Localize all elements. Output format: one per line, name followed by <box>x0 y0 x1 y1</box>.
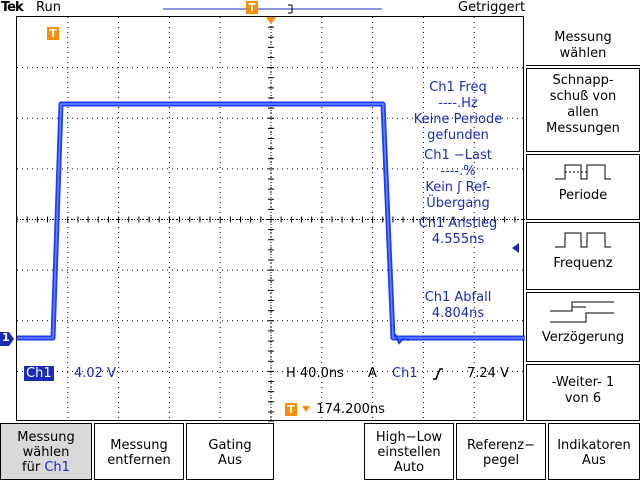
trigger-status: Getriggert <box>458 0 526 15</box>
measurement-fall-time: Ch1 Abfall 4.804ns <box>424 290 492 321</box>
channel-label: Ch1 <box>24 366 54 381</box>
rising-edge-icon <box>433 368 443 380</box>
measurement-negative-duty: Ch1 −Last ----.% Kein ʃ Ref-Übergang <box>424 148 492 211</box>
graticule <box>17 17 525 422</box>
remove-measurement-button[interactable]: Messung entfernen <box>94 423 184 480</box>
trigger-level: 7.24 V <box>467 366 509 381</box>
trigger-point-arrow <box>266 17 276 24</box>
reference-level-button[interactable]: Referenz− pegel <box>456 423 546 480</box>
brand-logo: Tek <box>1 0 24 15</box>
high-low-button[interactable]: High−Low einstellen Auto <box>364 423 454 480</box>
record-position-indicator <box>163 4 382 14</box>
frequency-button[interactable]: Frequenz <box>526 222 640 290</box>
trigger-offset-readout: T 174.200ns <box>285 398 385 417</box>
trigger-offset-marker: T <box>285 403 297 416</box>
record-trigger-marker: T <box>246 1 258 14</box>
bottom-menu: Messung wählen für Ch1 Messung entfernen… <box>0 421 640 480</box>
measurement-rise-time: Ch1 Anstieg 4.555ns <box>418 216 498 247</box>
horizontal-scale: H 40.0ns <box>286 366 344 381</box>
run-status: Run <box>36 0 61 15</box>
delay-icon <box>550 301 614 323</box>
measurement-frequency: Ch1 Freq ----.Hz Keine Periode gefunden <box>413 80 503 143</box>
trigger-channel: Ch1 <box>392 366 418 381</box>
period-icon <box>555 164 611 180</box>
status-bar: Tek Run T Getriggert <box>0 0 640 16</box>
waveform-trace-highlight <box>17 103 525 339</box>
frequency-icon <box>555 232 611 248</box>
delay-button[interactable]: Verzögerung <box>526 292 640 362</box>
waveform-ringing <box>394 333 410 345</box>
side-menu: Messung wählen Schnapp-schuß von allen M… <box>526 16 640 421</box>
offset-arrow-icon <box>302 406 311 412</box>
trigger-position-marker: T <box>47 27 59 40</box>
snapshot-all-button[interactable]: Schnapp-schuß von allen Messungen <box>526 68 640 152</box>
channel-scale: 4.02 V <box>74 366 116 381</box>
waveform-display <box>16 16 525 422</box>
select-measurement-button[interactable]: Messung wählen für Ch1 <box>0 423 92 480</box>
side-menu-title: Messung wählen <box>526 16 640 66</box>
more-button[interactable]: -Weiter- 1 von 6 <box>526 364 640 421</box>
trigger-level-arrow <box>512 243 519 253</box>
trigger-mode: A <box>368 366 377 381</box>
channel-1-ground-marker: 1 <box>0 331 14 346</box>
measurement-readouts: Ch1 Freq ----.Hz Keine Periode gefunden … <box>394 80 522 326</box>
indicators-button[interactable]: Indikatoren Aus <box>548 423 640 480</box>
gating-button[interactable]: Gating Aus <box>186 423 274 480</box>
period-button[interactable]: Periode <box>526 154 640 220</box>
